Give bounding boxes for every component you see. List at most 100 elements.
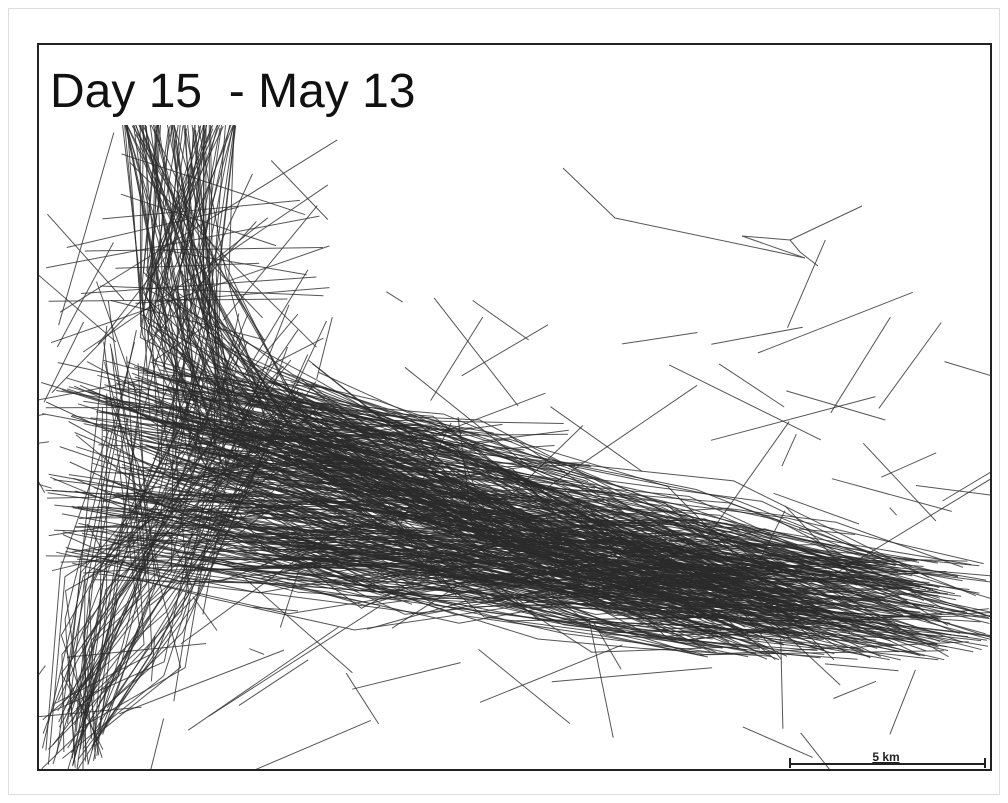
track <box>944 361 990 376</box>
track <box>90 523 785 569</box>
track <box>203 480 717 588</box>
title-backdrop <box>39 45 459 125</box>
track <box>360 475 442 584</box>
track <box>540 384 698 493</box>
track <box>187 626 339 731</box>
track <box>100 461 257 502</box>
track <box>140 112 419 490</box>
track <box>202 124 432 472</box>
track <box>216 568 950 644</box>
track <box>222 205 318 321</box>
track <box>79 461 242 750</box>
track <box>223 377 924 601</box>
track <box>186 116 592 468</box>
track <box>880 452 937 478</box>
track <box>135 134 266 341</box>
track <box>158 248 307 276</box>
track <box>498 425 584 508</box>
track <box>175 451 938 564</box>
track <box>99 343 161 720</box>
track <box>39 706 142 718</box>
track <box>83 562 793 642</box>
track <box>77 320 327 760</box>
track <box>365 466 524 494</box>
track <box>86 523 102 548</box>
track <box>831 478 952 512</box>
track <box>253 490 704 643</box>
track <box>75 351 203 710</box>
map-frame <box>37 43 992 771</box>
track <box>287 579 982 642</box>
track <box>824 663 899 672</box>
track <box>710 396 876 441</box>
track <box>132 121 600 480</box>
track <box>58 132 115 326</box>
track <box>472 300 529 341</box>
track <box>461 324 549 377</box>
track <box>82 341 249 756</box>
track <box>104 361 182 729</box>
track <box>142 119 462 435</box>
track <box>66 206 239 248</box>
track <box>172 120 494 434</box>
track <box>119 649 285 715</box>
track <box>556 514 620 539</box>
track <box>110 299 266 341</box>
track <box>87 383 186 765</box>
track <box>773 492 860 525</box>
track <box>102 199 300 220</box>
track <box>181 270 195 403</box>
track <box>551 667 713 683</box>
track <box>294 562 858 660</box>
track <box>123 113 430 465</box>
track <box>367 483 457 597</box>
track <box>50 245 330 344</box>
track <box>202 509 223 615</box>
track <box>889 507 897 516</box>
track <box>102 381 156 735</box>
track <box>60 427 181 758</box>
track <box>192 596 218 631</box>
track <box>207 382 943 615</box>
track <box>82 184 329 353</box>
track <box>75 490 947 648</box>
track <box>550 406 643 472</box>
track <box>45 430 110 751</box>
track <box>711 326 803 345</box>
track <box>759 510 786 560</box>
tracks-layer <box>39 110 990 769</box>
track <box>514 532 610 538</box>
track <box>81 466 146 717</box>
track <box>497 530 644 543</box>
track <box>800 732 830 769</box>
track <box>95 411 920 589</box>
track <box>93 477 260 761</box>
track <box>149 111 428 512</box>
track <box>201 557 740 600</box>
track <box>757 291 913 354</box>
track <box>81 329 299 740</box>
track <box>390 392 546 453</box>
track <box>396 422 452 533</box>
track <box>286 544 914 612</box>
track <box>42 336 220 734</box>
track <box>215 124 449 530</box>
track <box>889 669 916 735</box>
track <box>433 297 519 407</box>
track <box>82 450 269 750</box>
map-title: Day 15 - May 13 <box>50 65 415 118</box>
track <box>316 316 333 380</box>
track <box>238 659 309 706</box>
track <box>821 478 990 583</box>
track <box>587 503 623 567</box>
track <box>255 719 371 769</box>
track <box>145 126 584 465</box>
track <box>151 119 589 482</box>
track <box>60 546 918 568</box>
track <box>100 285 324 297</box>
track <box>786 390 886 421</box>
track <box>799 528 856 535</box>
track <box>830 316 891 414</box>
track <box>61 422 248 759</box>
track <box>787 239 826 328</box>
